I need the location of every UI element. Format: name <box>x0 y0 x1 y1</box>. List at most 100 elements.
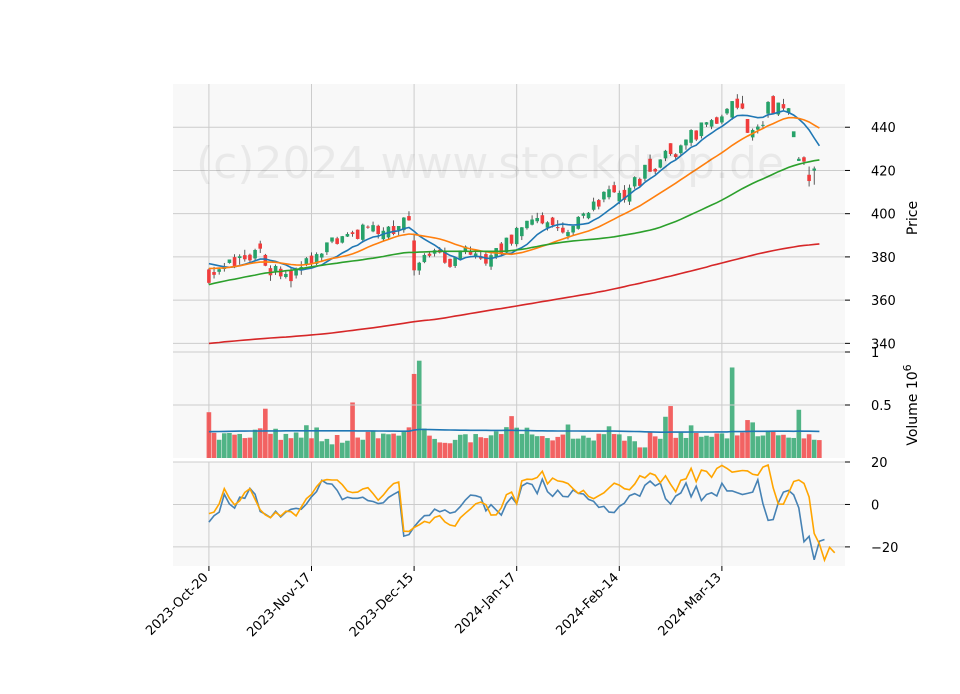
volume-bar <box>770 431 776 458</box>
volume-bar <box>611 434 617 458</box>
candle-up <box>797 158 801 161</box>
candle-up <box>396 225 401 231</box>
volume-bar <box>498 434 504 458</box>
volume-bar <box>678 432 684 458</box>
candle-up <box>237 256 242 258</box>
volume-bar <box>688 425 694 458</box>
volume-bar <box>283 433 289 458</box>
candle-up <box>730 101 734 118</box>
x-tick-label: 2023-Oct-20 <box>143 570 211 638</box>
volume-bar <box>719 433 725 458</box>
volume-bar <box>647 432 653 458</box>
volume-bar <box>206 412 212 458</box>
candle-down <box>335 238 339 244</box>
volume-bar <box>714 433 720 458</box>
x-tick-label: 2024-Feb-14 <box>554 570 623 639</box>
candle-down <box>263 254 268 266</box>
candle-down <box>653 168 657 172</box>
candle-down <box>673 154 678 158</box>
candle-down <box>468 250 473 255</box>
volume-bar <box>442 442 448 458</box>
volume-bar <box>432 438 437 458</box>
volume-bar <box>565 424 571 458</box>
candle-up <box>576 216 581 229</box>
candle-up <box>314 254 319 264</box>
candle-up <box>458 250 463 259</box>
volume-bar <box>724 438 730 458</box>
candle-up <box>689 130 693 143</box>
volume-bar <box>370 431 376 458</box>
candle-up <box>217 269 221 272</box>
volume-bar <box>319 441 325 458</box>
volume-bar <box>468 442 473 458</box>
candle-down <box>612 185 616 193</box>
volume-bar <box>745 420 750 458</box>
x-tick-label: 2024-Jan-17 <box>453 570 520 637</box>
volume-bar <box>273 428 278 458</box>
volume-bar <box>596 433 602 458</box>
candle-up <box>319 253 324 258</box>
x-tick-label: 2023-Nov-17 <box>244 570 314 640</box>
candle-down <box>278 268 283 277</box>
volume-bar <box>581 435 586 458</box>
volume-bar <box>734 435 740 458</box>
candle-up <box>345 233 350 237</box>
volume-bar <box>375 438 381 458</box>
candle-down <box>555 227 560 229</box>
volume-bar <box>673 437 679 458</box>
volume-bar <box>750 422 755 458</box>
candle-down <box>740 103 745 109</box>
volume-bar <box>293 432 299 458</box>
candle-up <box>679 145 683 154</box>
volume-bar <box>637 447 643 458</box>
candle-down <box>550 217 555 226</box>
candle-up <box>607 189 611 198</box>
volume-bar <box>478 437 484 458</box>
candle-up <box>791 131 796 138</box>
volume-bar <box>765 430 771 458</box>
price-tick-label: 440 <box>871 121 896 136</box>
volume-bar <box>447 443 453 458</box>
candle-down <box>427 253 432 256</box>
x-tick-label: 2023-Dec-15 <box>347 570 417 640</box>
volume-bar <box>473 434 478 458</box>
volume-bar <box>786 437 791 458</box>
volume-bar <box>806 434 812 458</box>
volume-avg-line <box>208 428 820 434</box>
volume-bar <box>391 433 396 458</box>
volume-bar <box>545 438 550 458</box>
candle-down <box>509 234 514 244</box>
price-tick-label: 360 <box>871 294 896 309</box>
candle-up <box>812 168 817 171</box>
volume-bar <box>570 438 576 458</box>
volume-bar <box>781 434 786 458</box>
volume-bar <box>811 439 817 458</box>
candle-down <box>309 255 314 265</box>
volume-bar <box>514 427 520 458</box>
volume-bar <box>801 438 807 458</box>
volume-bar <box>309 438 314 458</box>
volume-bar <box>360 439 366 458</box>
x-tick-label: 2024-Mar-13 <box>656 570 725 639</box>
candle-down <box>561 227 565 233</box>
volume-bar <box>683 437 689 458</box>
candle-up <box>340 236 345 243</box>
candle-up <box>463 246 468 252</box>
candle-down <box>212 272 216 275</box>
volume-bar <box>632 441 637 458</box>
candle-down <box>802 157 806 162</box>
candle-up <box>361 224 365 240</box>
candle-up <box>786 108 791 113</box>
candle-down <box>376 225 380 234</box>
candle-up <box>586 212 591 219</box>
candle-up <box>571 225 575 233</box>
candle-down <box>648 158 652 172</box>
candle-up <box>643 164 647 179</box>
candle-up <box>371 225 375 232</box>
volume-bar <box>463 434 468 458</box>
candle-up <box>699 122 704 137</box>
candle-down <box>350 232 355 234</box>
volume-bar <box>555 436 561 458</box>
